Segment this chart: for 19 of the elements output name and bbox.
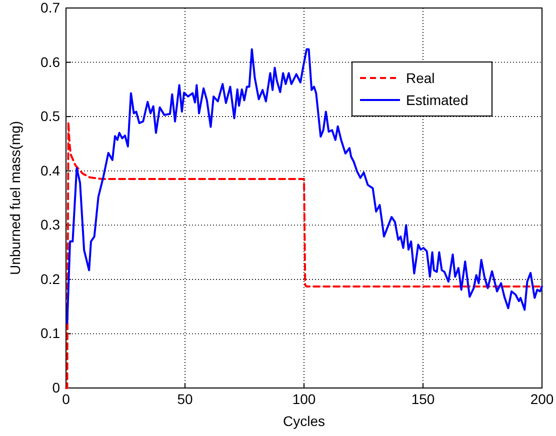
line-series: [66, 48, 543, 324]
y-tick-label: 0.7: [40, 0, 60, 16]
x-tick-label: 150: [411, 390, 435, 407]
line-series: [65, 121, 543, 389]
legend-label: Real: [406, 70, 435, 86]
x-tick-label: 100: [292, 390, 316, 407]
y-tick-label: 0.3: [40, 216, 60, 233]
y-tick-label: 0.6: [40, 54, 60, 70]
y-tick-label: 0.2: [40, 270, 60, 287]
y-tick-label: 0.1: [40, 325, 60, 342]
x-axis-title: Cycles: [282, 413, 326, 429]
y-tick-label: 0.5: [40, 108, 60, 124]
x-tick-label: 0: [62, 390, 70, 407]
x-tick-label: 200: [530, 390, 554, 407]
y-axis-title: Unburned fuel mass(mg): [7, 120, 23, 276]
y-tick-label: 0.4: [40, 162, 60, 178]
y-tick-label: 0: [52, 379, 60, 396]
x-tick-label: 50: [177, 390, 193, 407]
legend-label: Estimated: [406, 92, 468, 108]
